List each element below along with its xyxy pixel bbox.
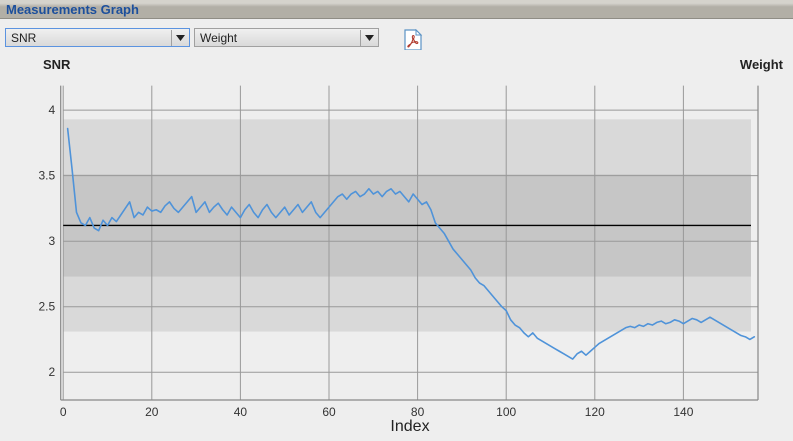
svg-text:120: 120 xyxy=(585,405,605,419)
svg-text:140: 140 xyxy=(673,405,693,419)
svg-text:20: 20 xyxy=(145,405,159,419)
svg-text:3.5: 3.5 xyxy=(39,169,56,183)
svg-text:2.5: 2.5 xyxy=(39,300,56,314)
svg-text:60: 60 xyxy=(322,405,336,419)
svg-text:2: 2 xyxy=(49,365,56,379)
svg-text:40: 40 xyxy=(234,405,248,419)
svg-text:80: 80 xyxy=(411,405,425,419)
svg-text:3: 3 xyxy=(49,234,56,248)
svg-text:0: 0 xyxy=(60,405,67,419)
svg-text:4: 4 xyxy=(49,103,56,117)
svg-text:100: 100 xyxy=(496,405,516,419)
